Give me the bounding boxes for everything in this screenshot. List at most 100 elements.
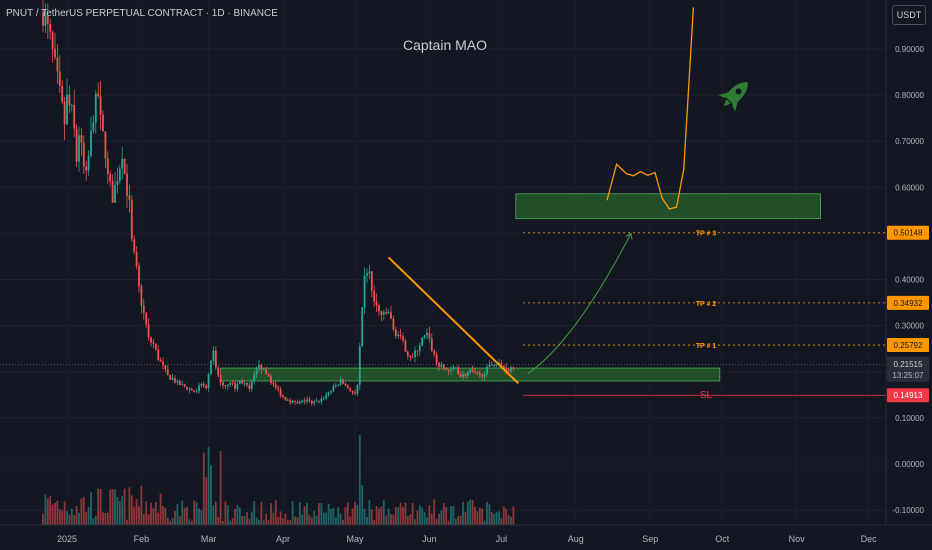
- candle-body: [234, 382, 236, 389]
- volume-bar: [454, 519, 457, 525]
- volume-bar: [387, 508, 390, 525]
- volume-bar: [114, 489, 116, 525]
- candle-body: [469, 369, 472, 373]
- volume-bar: [308, 514, 311, 525]
- currency-button[interactable]: USDT: [892, 5, 926, 25]
- candle-body: [246, 382, 248, 385]
- candle-body: [296, 401, 299, 404]
- volume-bar: [200, 510, 203, 525]
- volume-bar: [291, 501, 294, 525]
- volume-bar: [354, 501, 356, 525]
- time-axis[interactable]: 2025 Feb Mar Apr May Jun Jul Aug Sep Oct Nov Dec: [0, 524, 932, 544]
- volume-bar: [279, 511, 282, 525]
- y-tick-label: 0.90000: [895, 45, 924, 54]
- candle-body: [188, 388, 191, 390]
- volume-bar: [171, 518, 174, 525]
- volume-bar: [229, 520, 232, 525]
- candle-body: [282, 395, 284, 397]
- candle-body: [447, 369, 450, 371]
- candle-body: [135, 251, 138, 266]
- volume-bar: [169, 520, 172, 525]
- volume-bar: [334, 517, 337, 525]
- volume-bar: [502, 506, 505, 525]
- projected-price-path: [606, 7, 695, 210]
- candle-body: [68, 94, 71, 106]
- volume-bar: [106, 512, 109, 525]
- level-price-label: 0.14913: [894, 391, 923, 400]
- volume-bar: [337, 507, 340, 525]
- y-tick-label: 0.60000: [895, 183, 924, 192]
- candle-body: [490, 364, 493, 366]
- volume-bar: [385, 515, 388, 525]
- candle-body: [354, 392, 356, 394]
- candle-body: [56, 57, 59, 72]
- level-price-label: 0.34932: [894, 299, 923, 308]
- candle-body: [416, 350, 419, 352]
- volume-bar: [404, 502, 407, 525]
- candle-body: [140, 286, 143, 306]
- candle-body: [466, 372, 469, 376]
- candle-body: [421, 337, 424, 346]
- candle-body: [42, 12, 44, 26]
- price-axis[interactable]: 0.900000.800000.700000.600000.500000.400…: [885, 0, 929, 525]
- volume-bar: [332, 507, 335, 525]
- candle-body: [178, 380, 181, 385]
- volume-bar: [370, 509, 373, 525]
- candle-body: [462, 374, 464, 378]
- volume-bar: [150, 502, 152, 525]
- volume-bar: [82, 496, 85, 525]
- volume-bar: [462, 502, 464, 525]
- candle-body: [442, 364, 445, 369]
- volume-bar: [435, 518, 438, 525]
- candle-body: [118, 168, 121, 182]
- volume-bar: [466, 501, 469, 525]
- volume-bar: [174, 510, 176, 525]
- candle-body: [385, 312, 388, 314]
- candle-body: [274, 384, 277, 388]
- volume-bar: [270, 503, 272, 525]
- rocket-icon: [718, 82, 748, 112]
- candle-body: [133, 239, 136, 252]
- candle-body: [433, 351, 436, 355]
- volume-bar: [313, 510, 316, 525]
- candle-body: [488, 364, 491, 367]
- volume-bar: [368, 500, 371, 525]
- candle-body: [75, 128, 78, 162]
- volume-bar: [94, 515, 97, 525]
- x-tick-label: Dec: [861, 534, 878, 544]
- volume-bar: [63, 501, 66, 525]
- volume-bar: [231, 518, 234, 525]
- x-tick-label: Aug: [568, 534, 584, 544]
- candle-body: [286, 399, 289, 401]
- x-tick-label: May: [346, 534, 364, 544]
- volume-bar: [488, 504, 491, 525]
- symbol-title: PNUT / TetherUS PERPETUAL CONTRACT · 1D …: [6, 8, 278, 19]
- volume-bar: [178, 515, 181, 525]
- candle-body: [130, 199, 133, 240]
- volume-bar: [66, 511, 68, 525]
- volume-bar: [478, 507, 481, 525]
- candle-body: [207, 374, 210, 389]
- candle-body: [411, 357, 414, 358]
- candle-body: [195, 391, 198, 393]
- volume-bar: [447, 520, 450, 525]
- level-price-tag: [887, 225, 929, 240]
- drawings-layer: [387, 7, 748, 385]
- volume-bar: [459, 515, 462, 525]
- volume-bar: [356, 504, 359, 525]
- volume-bar: [423, 512, 426, 525]
- volume-bar: [464, 512, 467, 525]
- volume-bar: [195, 502, 198, 525]
- volume-bar: [159, 493, 162, 525]
- volume-bar: [296, 517, 299, 525]
- volume-bar: [224, 501, 227, 525]
- candle-body: [222, 382, 224, 386]
- level-price-label: 0.25792: [894, 341, 923, 350]
- candle-body: [483, 374, 486, 377]
- volume-bar: [130, 495, 133, 525]
- volume-bar: [399, 502, 402, 525]
- candle-body: [486, 366, 488, 375]
- candle-body: [102, 114, 104, 132]
- candle-body: [445, 368, 448, 370]
